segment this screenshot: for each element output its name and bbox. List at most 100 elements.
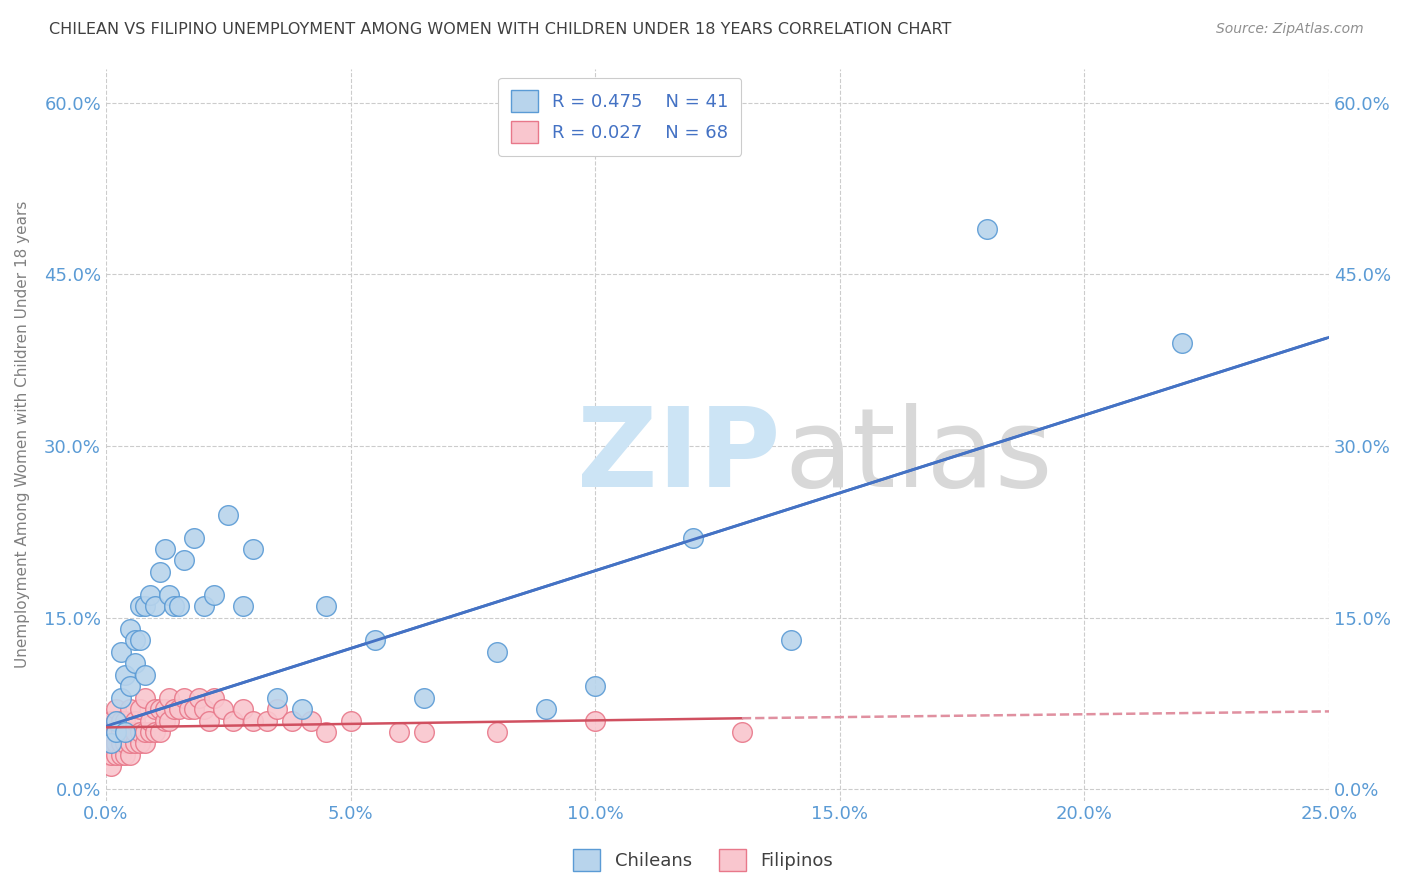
Point [110,725,132,739]
Point [110,736,132,750]
Point [114,667,136,681]
Point [167,599,190,614]
Text: ZIP: ZIP [576,403,780,510]
Legend: R = 0.475    N = 41, R = 0.027    N = 68: R = 0.475 N = 41, R = 0.027 N = 68 [498,78,741,156]
Point [242,714,264,728]
Point [110,714,132,728]
Point [1171,336,1194,351]
Point [134,599,156,614]
Point [114,736,136,750]
Point [134,690,156,705]
Point [134,725,156,739]
Point [242,541,264,556]
Point [167,702,190,716]
Point [124,633,146,648]
Point [94,747,117,762]
Point [114,714,136,728]
Point [139,588,162,602]
Point [129,599,152,614]
Point [104,714,127,728]
Point [682,531,704,545]
Point [120,747,142,762]
Point [486,645,509,659]
Text: atlas: atlas [785,403,1053,510]
Point [159,690,181,705]
Point [104,747,127,762]
Point [120,736,142,750]
Point [100,736,122,750]
Point [217,508,239,522]
Point [114,725,136,739]
Point [139,725,162,739]
Point [583,714,606,728]
Point [202,690,225,705]
Point [120,725,142,739]
Point [364,633,387,648]
Point [183,531,205,545]
Point [412,725,434,739]
Point [193,702,215,716]
Point [129,736,152,750]
Point [486,725,509,739]
Point [134,667,156,681]
Point [114,725,136,739]
Point [232,702,254,716]
Point [149,565,172,579]
Point [281,714,304,728]
Point [143,725,166,739]
Point [388,725,411,739]
Point [94,725,117,739]
Point [159,714,181,728]
Point [731,725,754,739]
Y-axis label: Unemployment Among Women with Children Under 18 years: Unemployment Among Women with Children U… [15,201,30,668]
Point [183,702,205,716]
Point [124,725,146,739]
Text: CHILEAN VS FILIPINO UNEMPLOYMENT AMONG WOMEN WITH CHILDREN UNDER 18 YEARS CORREL: CHILEAN VS FILIPINO UNEMPLOYMENT AMONG W… [49,22,952,37]
Point [124,714,146,728]
Point [100,725,122,739]
Point [256,714,278,728]
Point [197,714,219,728]
Point [104,725,127,739]
Point [129,702,152,716]
Point [193,599,215,614]
Point [153,702,176,716]
Point [187,690,209,705]
Point [212,702,235,716]
Point [290,702,312,716]
Point [315,599,337,614]
Point [976,221,998,235]
Point [114,747,136,762]
Point [266,702,288,716]
Point [315,725,337,739]
Point [153,714,176,728]
Point [120,622,142,636]
Point [143,599,166,614]
Point [159,588,181,602]
Point [100,736,122,750]
Point [94,736,117,750]
Point [149,725,172,739]
Point [266,690,288,705]
Point [299,714,322,728]
Point [232,599,254,614]
Point [129,633,152,648]
Point [100,747,122,762]
Point [173,690,195,705]
Point [139,714,162,728]
Point [104,725,127,739]
Point [100,714,122,728]
Point [110,690,132,705]
Point [173,553,195,567]
Point [202,588,225,602]
Point [129,725,152,739]
Point [134,736,156,750]
Point [163,702,186,716]
Point [412,690,434,705]
Point [110,645,132,659]
Legend: Chileans, Filipinos: Chileans, Filipinos [565,842,841,879]
Point [534,702,557,716]
Point [110,747,132,762]
Point [100,759,122,773]
Point [104,736,127,750]
